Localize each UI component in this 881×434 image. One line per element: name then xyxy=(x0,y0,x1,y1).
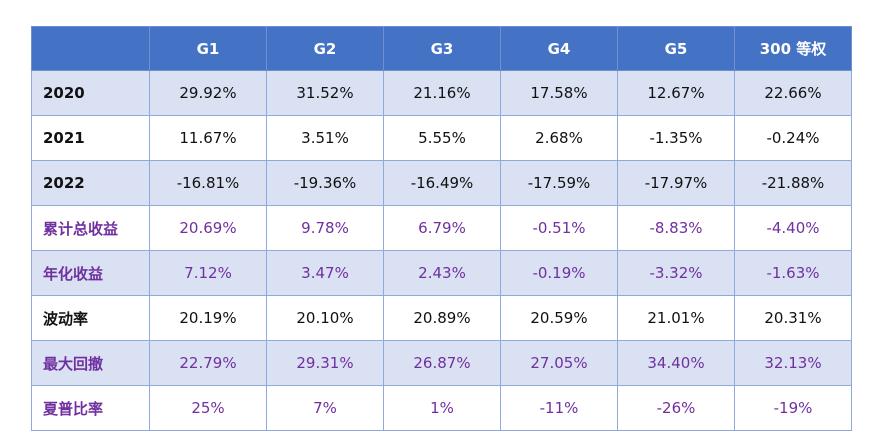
table-cell: 21.01% xyxy=(617,295,735,341)
table-cell: -1.35% xyxy=(617,115,735,161)
table-cell: 5.55% xyxy=(383,115,501,161)
table-cell: -3.32% xyxy=(617,250,735,296)
table-row-volatility: 波动率 20.19% 20.10% 20.89% 20.59% 21.01% 2… xyxy=(31,295,852,341)
table-cell: 3.51% xyxy=(266,115,384,161)
header-cell-g5: G5 xyxy=(617,26,735,71)
table-cell: 11.67% xyxy=(149,115,267,161)
row-label: 最大回撤 xyxy=(31,340,150,386)
table-cell: -1.63% xyxy=(734,250,852,296)
table-row-2021: 2021 11.67% 3.51% 5.55% 2.68% -1.35% -0.… xyxy=(31,115,852,161)
table-cell: -11% xyxy=(500,385,618,431)
table-row-2022: 2022 -16.81% -19.36% -16.49% -17.59% -17… xyxy=(31,160,852,206)
table-cell: 20.19% xyxy=(149,295,267,341)
performance-table: G1 G2 G3 G4 G5 300 等权 2020 29.92% 31.52%… xyxy=(31,26,852,431)
table-cell: 25% xyxy=(149,385,267,431)
table-row-cumulative-return: 累计总收益 20.69% 9.78% 6.79% -0.51% -8.83% -… xyxy=(31,205,852,251)
table-cell: -0.24% xyxy=(734,115,852,161)
table-cell: -4.40% xyxy=(734,205,852,251)
table-cell: 29.31% xyxy=(266,340,384,386)
header-cell-g2: G2 xyxy=(266,26,384,71)
row-label: 累计总收益 xyxy=(31,205,150,251)
row-label: 年化收益 xyxy=(31,250,150,296)
table-cell: 1% xyxy=(383,385,501,431)
table-cell: 29.92% xyxy=(149,70,267,116)
header-cell-g4: G4 xyxy=(500,26,618,71)
table-cell: 22.66% xyxy=(734,70,852,116)
table-cell: -0.19% xyxy=(500,250,618,296)
table-row-annualized-return: 年化收益 7.12% 3.47% 2.43% -0.19% -3.32% -1.… xyxy=(31,250,852,296)
header-row: G1 G2 G3 G4 G5 300 等权 xyxy=(31,26,852,71)
table-cell: 20.31% xyxy=(734,295,852,341)
row-label: 2021 xyxy=(31,115,150,161)
table-cell: 20.10% xyxy=(266,295,384,341)
table-cell: -19.36% xyxy=(266,160,384,206)
table-cell: 21.16% xyxy=(383,70,501,116)
table-cell: 27.05% xyxy=(500,340,618,386)
table-cell: 3.47% xyxy=(266,250,384,296)
table-cell: -16.81% xyxy=(149,160,267,206)
row-label: 夏普比率 xyxy=(31,385,150,431)
table-cell: 7.12% xyxy=(149,250,267,296)
header-cell-300-equal-weight: 300 等权 xyxy=(734,26,852,71)
table-cell: 9.78% xyxy=(266,205,384,251)
table-cell: 20.89% xyxy=(383,295,501,341)
table-cell: -17.97% xyxy=(617,160,735,206)
table-cell: 20.69% xyxy=(149,205,267,251)
table-cell: 31.52% xyxy=(266,70,384,116)
header-cell-g1: G1 xyxy=(149,26,267,71)
table-cell: 20.59% xyxy=(500,295,618,341)
table-cell: 26.87% xyxy=(383,340,501,386)
table-cell: 2.43% xyxy=(383,250,501,296)
table-cell: 34.40% xyxy=(617,340,735,386)
header-cell-g3: G3 xyxy=(383,26,501,71)
table-cell: 2.68% xyxy=(500,115,618,161)
table-row-2020: 2020 29.92% 31.52% 21.16% 17.58% 12.67% … xyxy=(31,70,852,116)
table-cell: 6.79% xyxy=(383,205,501,251)
performance-table-container: G1 G2 G3 G4 G5 300 等权 2020 29.92% 31.52%… xyxy=(31,26,852,431)
table-cell: 32.13% xyxy=(734,340,852,386)
table-cell: 12.67% xyxy=(617,70,735,116)
row-label: 2020 xyxy=(31,70,150,116)
row-label: 波动率 xyxy=(31,295,150,341)
table-cell: 22.79% xyxy=(149,340,267,386)
header-corner-cell xyxy=(31,26,150,71)
table-cell: -26% xyxy=(617,385,735,431)
table-cell: 7% xyxy=(266,385,384,431)
table-cell: -0.51% xyxy=(500,205,618,251)
table-cell: -16.49% xyxy=(383,160,501,206)
table-cell: -8.83% xyxy=(617,205,735,251)
table-row-max-drawdown: 最大回撤 22.79% 29.31% 26.87% 27.05% 34.40% … xyxy=(31,340,852,386)
table-row-sharpe-ratio: 夏普比率 25% 7% 1% -11% -26% -19% xyxy=(31,385,852,431)
table-cell: 17.58% xyxy=(500,70,618,116)
table-cell: -17.59% xyxy=(500,160,618,206)
table-cell: -19% xyxy=(734,385,852,431)
table-cell: -21.88% xyxy=(734,160,852,206)
row-label: 2022 xyxy=(31,160,150,206)
